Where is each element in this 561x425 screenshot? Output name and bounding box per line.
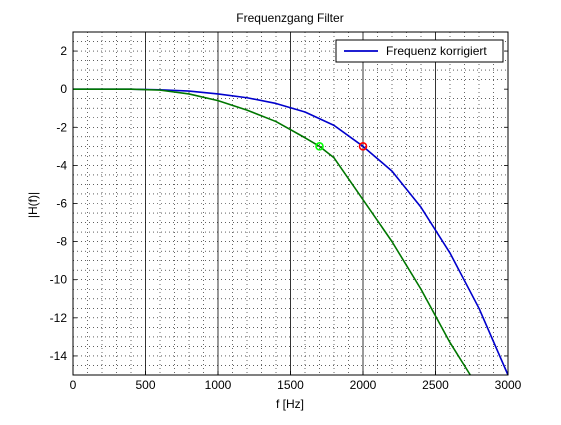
- y-tick-label: -14: [50, 349, 68, 363]
- legend-box: [335, 39, 504, 63]
- x-tick-label: 0: [70, 378, 77, 392]
- x-tick-label: 500: [135, 378, 155, 392]
- marker-point: [315, 142, 324, 151]
- axes-frame: [72, 31, 509, 376]
- x-tick-label: 1000: [205, 378, 232, 392]
- y-axis-label: |H(f)|: [26, 192, 40, 218]
- x-axis-label: f [Hz]: [276, 397, 304, 411]
- y-tick-label: -6: [56, 197, 67, 211]
- y-tick-label: -2: [56, 120, 67, 134]
- chart-title: Frequenzgang Filter: [236, 11, 343, 25]
- x-tick-label: 2500: [422, 378, 449, 392]
- y-tick-label: -10: [50, 273, 68, 287]
- y-tick-label: 2: [60, 44, 67, 58]
- marker-point: [358, 142, 368, 151]
- y-tick-label: -4: [56, 158, 67, 172]
- x-tick-label: 1500: [277, 378, 304, 392]
- y-tick-label: -12: [50, 311, 68, 325]
- x-tick-label: 3000: [495, 378, 522, 392]
- y-tick-label: -8: [56, 235, 67, 249]
- y-tick-label: 0: [60, 82, 67, 96]
- x-tick-label: 2000: [350, 378, 377, 392]
- legend-label: Frequenz korrigiert: [386, 44, 487, 58]
- series-line: [73, 88, 471, 376]
- plot-area: 2 0 -2 -4 -6 -8 -10 -12 -14 0 500 1000 1500 2000 2500 3…: [50, 31, 522, 392]
